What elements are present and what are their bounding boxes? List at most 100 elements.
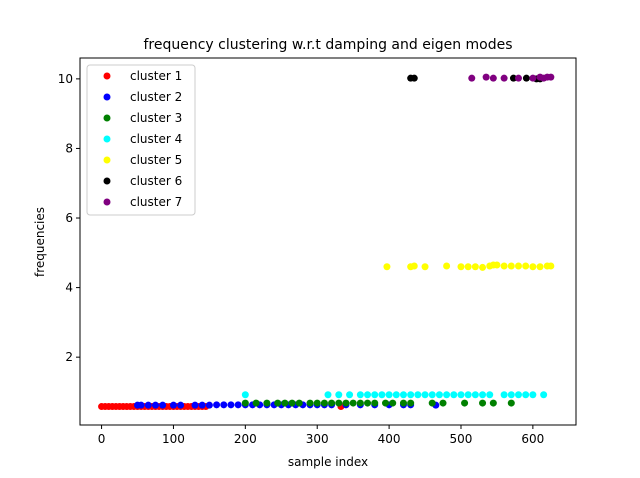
point-series-2-13 xyxy=(227,401,235,409)
point-series-5-20 xyxy=(547,262,555,270)
x-axis-ticks: 0 100 200 300 400 500 600 xyxy=(98,425,544,446)
point-series-4-22 xyxy=(479,391,487,399)
legend-label-2: cluster 2 xyxy=(130,90,182,104)
point-series-3-22 xyxy=(428,399,436,407)
point-series-4-12 xyxy=(407,391,415,399)
legend: cluster 1 cluster 2 cluster 3 cluster 4 clus… xyxy=(86,64,196,216)
point-series-4-29 xyxy=(540,391,548,399)
point-series-3-21 xyxy=(407,399,415,407)
point-series-3-3 xyxy=(263,399,271,407)
point-series-4-23 xyxy=(486,391,494,399)
point-series-2-7 xyxy=(177,401,185,409)
point-series-4-28 xyxy=(529,391,537,399)
point-series-3-20 xyxy=(399,399,407,407)
point-series-2-4 xyxy=(151,401,159,409)
legend-label-3: cluster 3 xyxy=(130,111,182,125)
point-series-5-16 xyxy=(522,262,530,270)
x-tick-label-1: 100 xyxy=(162,432,185,446)
point-series-5-5 xyxy=(443,262,451,270)
y-tick-label-1: 4 xyxy=(65,281,73,295)
legend-marker-3 xyxy=(103,114,111,122)
point-series-3-25 xyxy=(479,399,487,407)
point-series-3-7 xyxy=(295,399,303,407)
point-series-2-5 xyxy=(159,401,167,409)
point-series-3-4 xyxy=(274,399,282,407)
point-series-3-1 xyxy=(241,399,249,407)
point-series-7-1 xyxy=(468,74,476,82)
point-series-3-14 xyxy=(349,399,357,407)
point-series-3-8 xyxy=(306,399,314,407)
point-series-2-14 xyxy=(234,401,242,409)
point-series-7-5 xyxy=(514,74,522,82)
point-series-7-6 xyxy=(529,74,537,82)
point-series-4-27 xyxy=(522,391,530,399)
point-series-2-12 xyxy=(220,401,228,409)
plot-frame xyxy=(79,57,577,426)
point-series-4-25 xyxy=(507,391,515,399)
point-series-4-4 xyxy=(346,391,354,399)
legend-marker-4 xyxy=(103,135,111,143)
legend-marker-1 xyxy=(103,72,111,80)
point-series-4-7 xyxy=(371,391,379,399)
x-tick-label-6: 600 xyxy=(521,432,544,446)
x-axis-label: sample index xyxy=(288,455,368,469)
point-series-4-3 xyxy=(335,391,343,399)
point-series-3-17 xyxy=(371,399,379,407)
point-series-3-2 xyxy=(252,399,260,407)
point-series-7-3 xyxy=(489,74,497,82)
point-series-2-2 xyxy=(137,401,145,409)
legend-label-5: cluster 5 xyxy=(130,153,182,167)
point-series-7-4 xyxy=(500,74,508,82)
point-series-3-27 xyxy=(507,399,515,407)
legend-marker-6 xyxy=(103,177,111,185)
point-series-4-15 xyxy=(428,391,436,399)
point-series-4-26 xyxy=(514,391,522,399)
point-series-5-7 xyxy=(464,263,472,271)
point-series-4-20 xyxy=(464,391,472,399)
point-series-4-5 xyxy=(356,391,364,399)
point-series-5-17 xyxy=(529,263,537,271)
legend-marker-5 xyxy=(103,156,111,164)
point-series-4-8 xyxy=(378,391,386,399)
point-series-6-2 xyxy=(410,74,418,82)
x-tick-label-0: 0 xyxy=(98,432,106,446)
legend-label-6: cluster 6 xyxy=(130,174,182,188)
point-series-5-8 xyxy=(471,263,479,271)
point-series-4-21 xyxy=(471,391,479,399)
legend-marker-2 xyxy=(103,93,111,101)
points-layer xyxy=(98,73,555,411)
point-series-5-15 xyxy=(514,262,522,270)
point-series-7-10 xyxy=(547,73,555,81)
point-series-6-3 xyxy=(509,74,517,82)
point-series-4-2 xyxy=(324,391,332,399)
point-series-3-13 xyxy=(342,399,350,407)
point-series-6-4 xyxy=(522,74,530,82)
legend-label-1: cluster 1 xyxy=(130,69,182,83)
point-series-5-14 xyxy=(507,262,515,270)
point-series-4-9 xyxy=(385,391,393,399)
y-axis-ticks: 2 4 6 8 10 xyxy=(58,72,80,364)
point-series-3-9 xyxy=(313,399,321,407)
point-series-3-16 xyxy=(364,399,372,407)
point-series-3-5 xyxy=(281,399,289,407)
point-series-5-18 xyxy=(536,263,544,271)
legend-label-7: cluster 7 xyxy=(130,195,182,209)
legend-box xyxy=(86,64,196,216)
x-tick-label-4: 400 xyxy=(378,432,401,446)
point-series-4-19 xyxy=(457,391,465,399)
point-series-4-14 xyxy=(421,391,429,399)
point-series-5-3 xyxy=(410,262,418,270)
legend-label-4: cluster 4 xyxy=(130,132,182,146)
point-series-3-12 xyxy=(335,399,343,407)
point-series-3-15 xyxy=(356,399,364,407)
legend-marker-7 xyxy=(103,198,111,206)
point-series-4-16 xyxy=(435,391,443,399)
point-series-3-23 xyxy=(439,399,447,407)
point-series-3-26 xyxy=(489,399,497,407)
x-tick-label-3: 300 xyxy=(306,432,329,446)
point-series-2-9 xyxy=(198,401,206,409)
point-series-5-12 xyxy=(493,261,501,269)
point-series-2-6 xyxy=(169,401,177,409)
chart-title: frequency clustering w.r.t damping and e… xyxy=(143,37,512,53)
